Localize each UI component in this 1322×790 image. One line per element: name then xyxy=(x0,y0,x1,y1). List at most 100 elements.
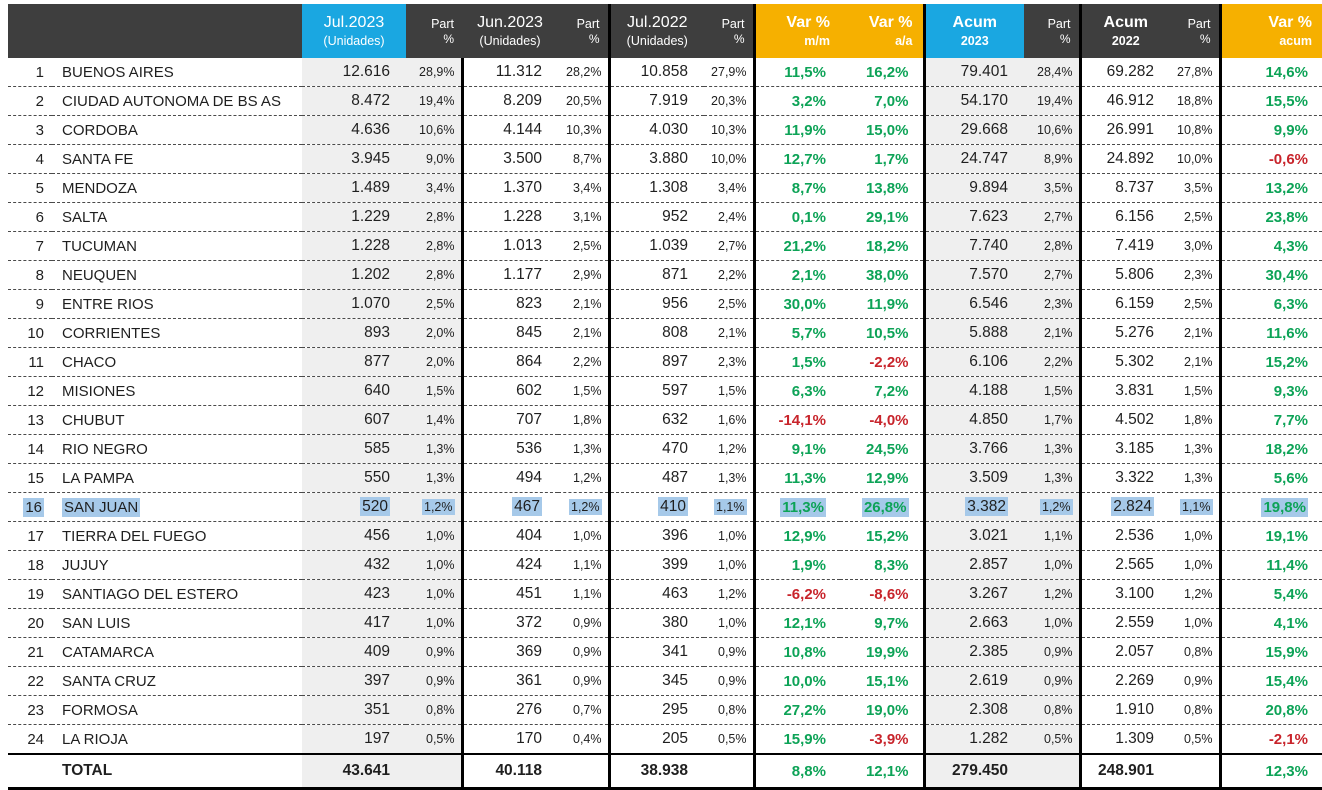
row-province-name[interactable]: SAN LUIS xyxy=(52,608,302,638)
cell-var-aa[interactable]: 8,3% xyxy=(840,550,924,580)
cell-acum22[interactable]: 6.156 xyxy=(1078,202,1170,232)
cell-acum23-part[interactable]: 0,8% xyxy=(1024,695,1080,725)
cell-jul23-units[interactable]: 1.489 xyxy=(302,173,406,203)
cell-acum22-part[interactable]: 2,1% xyxy=(1170,347,1220,377)
cell-jul23-units[interactable]: 550 xyxy=(302,463,406,493)
cell-jul23-units[interactable]: 607 xyxy=(302,405,406,435)
cell-jul22-units[interactable]: 1.039 xyxy=(607,231,704,261)
cell-jun23-units[interactable]: 1.177 xyxy=(460,260,558,290)
cell-var-mm[interactable]: 11,9% xyxy=(752,115,840,145)
cell-jul22-part[interactable]: 0,9% xyxy=(704,666,754,696)
cell-acum22[interactable]: 3.100 xyxy=(1078,579,1170,609)
cell-acum23[interactable]: 3.021 xyxy=(922,521,1024,551)
cell-var-mm[interactable]: 6,3% xyxy=(752,376,840,406)
cell-jul23-units[interactable]: 1.228 xyxy=(302,231,406,261)
cell-jul23-part[interactable]: 1,2% xyxy=(406,492,462,522)
cell-acum22-part[interactable]: 0,8% xyxy=(1170,637,1220,667)
cell-jul23-part[interactable]: 19,4% xyxy=(406,86,462,116)
cell-var-aa[interactable]: 15,0% xyxy=(840,115,924,145)
cell-jul22-units[interactable]: 10.858 xyxy=(607,58,704,87)
cell-jul23-units[interactable]: 409 xyxy=(302,637,406,667)
cell-jun23-units[interactable]: 536 xyxy=(460,434,558,464)
cell-var-aa[interactable]: -3,9% xyxy=(840,724,924,755)
row-province-name[interactable]: SANTA CRUZ xyxy=(52,666,302,696)
cell-jun23-units[interactable]: 494 xyxy=(460,463,558,493)
cell-jul22-units[interactable]: 7.919 xyxy=(607,86,704,116)
cell-var-aa[interactable]: 13,8% xyxy=(840,173,924,203)
cell-var-aa[interactable]: 19,9% xyxy=(840,637,924,667)
cell-acum22-part[interactable]: 18,8% xyxy=(1170,86,1220,116)
total-jul22[interactable]: 38.938 xyxy=(607,753,704,790)
row-rank[interactable]: 1 xyxy=(8,58,52,87)
cell-acum23[interactable]: 2.385 xyxy=(922,637,1024,667)
cell-var-acum[interactable]: 15,5% xyxy=(1218,86,1322,116)
cell-jun23-part[interactable]: 1,1% xyxy=(558,550,609,580)
row-province-name[interactable]: NEUQUEN xyxy=(52,260,302,290)
cell-jun23-units[interactable]: 4.144 xyxy=(460,115,558,145)
cell-var-acum[interactable]: 18,2% xyxy=(1218,434,1322,464)
cell-acum23-part[interactable]: 1,3% xyxy=(1024,434,1080,464)
cell-acum22[interactable]: 5.302 xyxy=(1078,347,1170,377)
cell-acum22-part[interactable]: 1,3% xyxy=(1170,434,1220,464)
cell-acum22[interactable]: 2.565 xyxy=(1078,550,1170,580)
cell-var-aa[interactable]: 38,0% xyxy=(840,260,924,290)
cell-jul22-units[interactable]: 4.030 xyxy=(607,115,704,145)
cell-jul23-part[interactable]: 1,0% xyxy=(406,521,462,551)
cell-var-mm[interactable]: 12,7% xyxy=(752,144,840,174)
cell-jul23-units[interactable]: 12.616 xyxy=(302,58,406,87)
cell-jul23-units[interactable]: 520 xyxy=(302,492,406,522)
cell-var-aa[interactable]: 9,7% xyxy=(840,608,924,638)
row-province-name[interactable]: CORRIENTES xyxy=(52,318,302,348)
cell-var-acum[interactable]: 11,4% xyxy=(1218,550,1322,580)
row-province-name[interactable]: TUCUMAN xyxy=(52,231,302,261)
cell-jul23-part[interactable]: 2,5% xyxy=(406,289,462,319)
row-province-name[interactable]: RIO NEGRO xyxy=(52,434,302,464)
cell-var-mm[interactable]: 11,3% xyxy=(752,492,840,522)
cell-jul23-units[interactable]: 397 xyxy=(302,666,406,696)
cell-acum22[interactable]: 4.502 xyxy=(1078,405,1170,435)
cell-jul22-part[interactable]: 27,9% xyxy=(704,58,754,87)
cell-jul22-units[interactable]: 871 xyxy=(607,260,704,290)
cell-acum23[interactable]: 79.401 xyxy=(922,58,1024,87)
cell-var-mm[interactable]: 11,5% xyxy=(752,58,840,87)
cell-jun23-part[interactable]: 28,2% xyxy=(558,58,609,87)
total-acum23[interactable]: 279.450 xyxy=(922,753,1024,790)
row-province-name[interactable]: LA PAMPA xyxy=(52,463,302,493)
cell-jul23-units[interactable]: 1.229 xyxy=(302,202,406,232)
total-var-aa[interactable]: 12,1% xyxy=(840,753,924,790)
cell-jun23-part[interactable]: 1,1% xyxy=(558,579,609,609)
row-rank[interactable]: 8 xyxy=(8,260,52,290)
row-rank[interactable]: 12 xyxy=(8,376,52,406)
cell-acum22[interactable]: 3.185 xyxy=(1078,434,1170,464)
cell-acum22[interactable]: 6.159 xyxy=(1078,289,1170,319)
row-rank[interactable]: 16 xyxy=(8,492,52,522)
cell-acum22[interactable]: 2.824 xyxy=(1078,492,1170,522)
row-province-name[interactable]: FORMOSA xyxy=(52,695,302,725)
cell-acum23-part[interactable]: 1,1% xyxy=(1024,521,1080,551)
cell-jul23-part[interactable]: 1,0% xyxy=(406,579,462,609)
cell-jul23-part[interactable]: 0,8% xyxy=(406,695,462,725)
cell-var-mm[interactable]: 27,2% xyxy=(752,695,840,725)
row-rank[interactable]: 4 xyxy=(8,144,52,174)
cell-acum23-part[interactable]: 1,3% xyxy=(1024,463,1080,493)
cell-var-mm[interactable]: 21,2% xyxy=(752,231,840,261)
cell-var-mm[interactable]: -14,1% xyxy=(752,405,840,435)
cell-acum22-part[interactable]: 1,1% xyxy=(1170,492,1220,522)
cell-acum23[interactable]: 1.282 xyxy=(922,724,1024,755)
cell-jun23-part[interactable]: 1,2% xyxy=(558,492,609,522)
cell-acum22-part[interactable]: 1,2% xyxy=(1170,579,1220,609)
cell-jul23-units[interactable]: 351 xyxy=(302,695,406,725)
cell-acum22[interactable]: 5.276 xyxy=(1078,318,1170,348)
cell-acum22-part[interactable]: 2,3% xyxy=(1170,260,1220,290)
row-rank[interactable]: 21 xyxy=(8,637,52,667)
cell-jun23-part[interactable]: 0,9% xyxy=(558,608,609,638)
cell-jun23-units[interactable]: 3.500 xyxy=(460,144,558,174)
cell-jun23-units[interactable]: 864 xyxy=(460,347,558,377)
row-rank[interactable]: 23 xyxy=(8,695,52,725)
cell-acum23[interactable]: 2.619 xyxy=(922,666,1024,696)
cell-acum22-part[interactable]: 2,5% xyxy=(1170,202,1220,232)
cell-var-acum[interactable]: 11,6% xyxy=(1218,318,1322,348)
cell-acum22[interactable]: 26.991 xyxy=(1078,115,1170,145)
cell-acum23-part[interactable]: 19,4% xyxy=(1024,86,1080,116)
cell-jul22-units[interactable]: 463 xyxy=(607,579,704,609)
